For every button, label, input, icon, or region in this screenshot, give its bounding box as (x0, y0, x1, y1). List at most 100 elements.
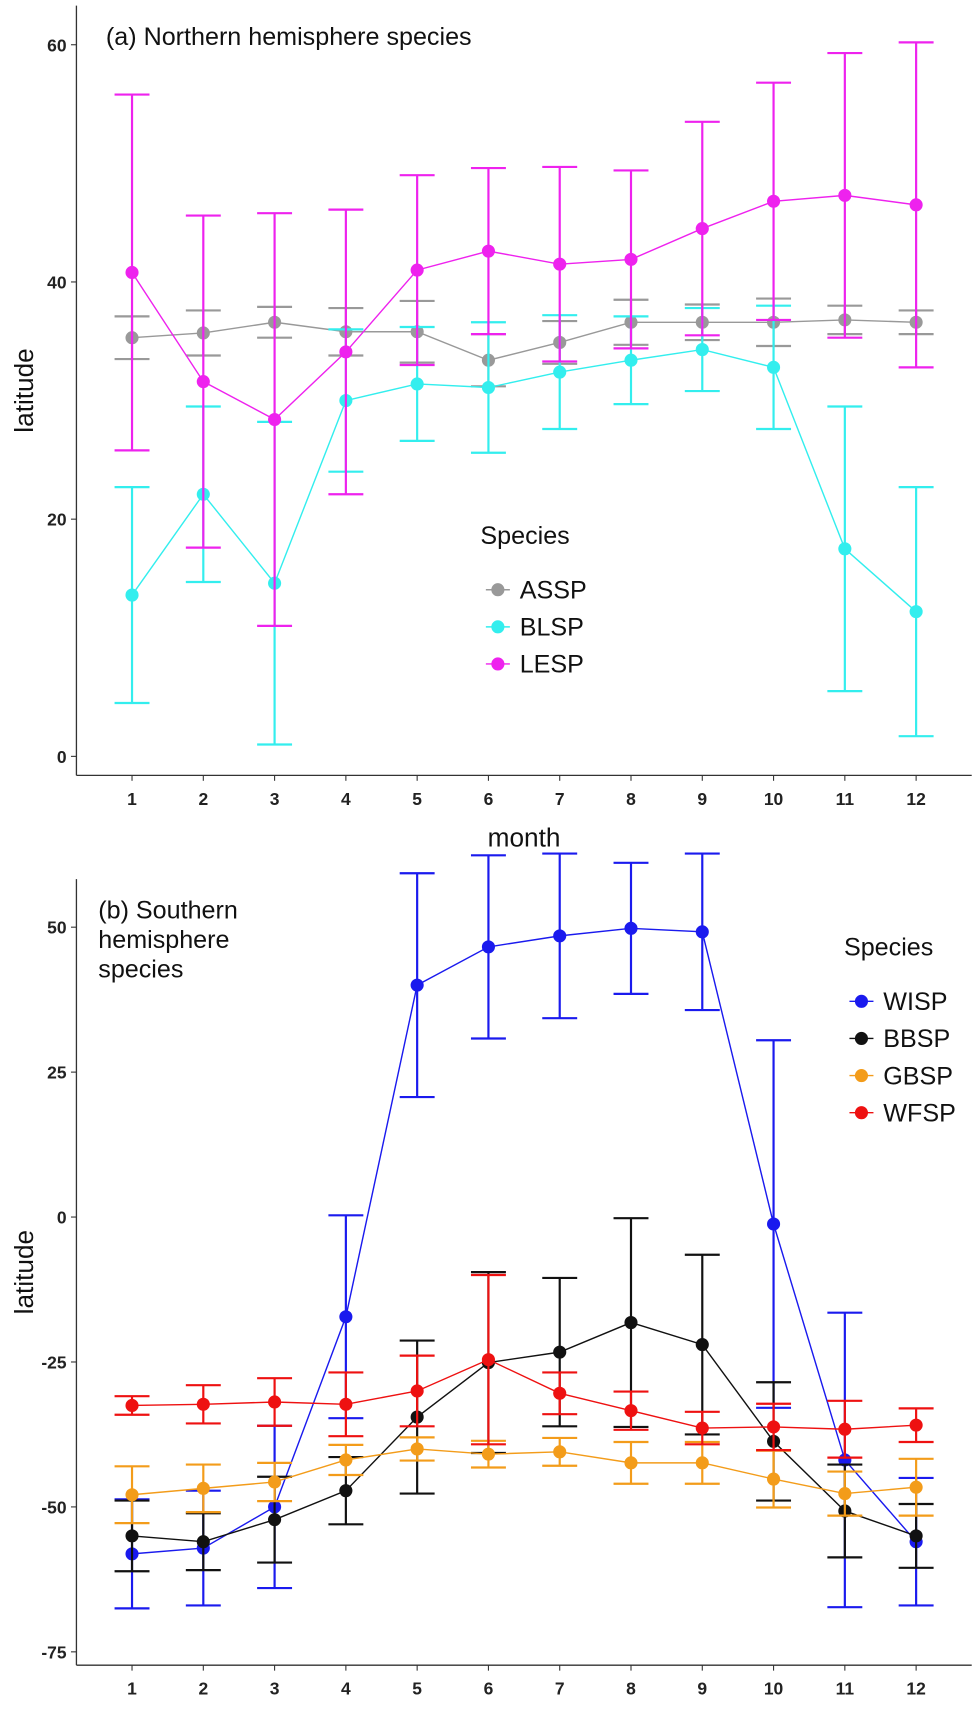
data-point (767, 1472, 781, 1486)
data-point (125, 1488, 139, 1502)
legend-title: Species (844, 933, 933, 961)
legend-label: ASSP (520, 576, 587, 604)
series-line (131, 927, 917, 1555)
data-point (767, 194, 781, 208)
x-tick-label: 11 (836, 789, 855, 809)
series-line (132, 1358, 917, 1430)
x-tick-label: 2 (198, 1679, 208, 1699)
data-point (125, 588, 139, 602)
y-tick-label: 20 (47, 510, 66, 530)
data-point (767, 1217, 781, 1231)
data-point (553, 1345, 567, 1359)
data-point (339, 345, 353, 359)
title-box: (b) Southern hemisphere species (98, 895, 238, 983)
x-axis-title: month (488, 822, 561, 852)
y-tick-label: 60 (47, 35, 66, 55)
x-tick-label: 11 (836, 1679, 855, 1699)
data-point (196, 375, 210, 389)
data-point (196, 1397, 210, 1411)
data-point (268, 1475, 282, 1489)
legend-label: BLSP (520, 614, 584, 642)
data-point (481, 244, 495, 258)
data-point (624, 1316, 638, 1330)
data-point (695, 925, 709, 939)
data-point (909, 1529, 923, 1543)
series-line (131, 1321, 917, 1543)
x-tick-label: 2 (198, 789, 208, 809)
x-tick-label: 7 (555, 789, 565, 809)
x-tick-label: 12 (906, 1679, 925, 1699)
data-point (268, 412, 282, 427)
data-point (624, 1404, 638, 1418)
chart-title: (a) Northern hemisphere species (105, 21, 472, 51)
y-tick-label: 50 (47, 918, 66, 938)
legend-marker (854, 994, 869, 1008)
y-tick-label: -50 (41, 1497, 66, 1517)
data-point (838, 1422, 852, 1436)
data-point (695, 343, 709, 357)
x-tick-label: 10 (764, 789, 783, 809)
data-point (481, 380, 495, 395)
legend-label: WFSP (883, 1099, 956, 1127)
data-point (410, 1384, 424, 1398)
legend-marker (854, 1031, 869, 1046)
x-tick-label: 8 (626, 789, 636, 809)
y-tick-label: -75 (41, 1642, 67, 1662)
data-point (410, 377, 424, 391)
legend-label: GBSP (883, 1062, 953, 1090)
data-point (196, 1535, 210, 1549)
y-tick-label: 40 (47, 273, 66, 293)
x-tick-label: 1 (127, 789, 137, 809)
series-line (131, 348, 917, 613)
data-point (553, 929, 567, 943)
x-tick-label: 1 (127, 1679, 137, 1699)
x-tick-label: 5 (412, 1679, 422, 1699)
data-point (410, 263, 424, 277)
data-point (695, 1338, 709, 1352)
y-tick-label: 25 (47, 1063, 67, 1083)
chart-title: (b) Southern hemisphere species (98, 895, 238, 983)
legend-label: LESP (520, 651, 584, 679)
y-tick-label: 0 (57, 747, 67, 767)
data-point (909, 198, 923, 212)
data-point (339, 1484, 353, 1498)
panel: 50250-25-50-75123456789101112monthlatitu… (9, 852, 972, 1699)
data-point (909, 605, 923, 619)
series-line (131, 1448, 917, 1496)
x-tick-label: 9 (697, 1679, 707, 1699)
data-point (767, 360, 781, 374)
series-line (131, 319, 917, 361)
x-tick-label: 3 (270, 1679, 280, 1699)
x-tick-label: 4 (341, 1679, 351, 1699)
y-tick-label: -25 (41, 1353, 67, 1373)
x-tick-label: 5 (412, 789, 422, 809)
data-point (624, 1456, 638, 1470)
y-axis-title: latitude (9, 348, 39, 432)
data-point (624, 252, 638, 266)
legend-marker (491, 657, 505, 671)
x-tick-label: 8 (626, 1679, 636, 1699)
x-tick-label: 12 (906, 789, 925, 809)
legend-marker (854, 1106, 869, 1120)
data-point (339, 1453, 353, 1467)
data-point (410, 1442, 424, 1456)
legend-marker (854, 1069, 869, 1083)
y-axis-title: latitude (9, 1230, 39, 1314)
series-line (131, 194, 917, 421)
legend-label: BBSP (883, 1025, 950, 1053)
x-tick-label: 7 (555, 1679, 565, 1699)
data-point (553, 1445, 567, 1459)
data-point (909, 1418, 923, 1432)
data-point (624, 353, 638, 367)
data-point (553, 365, 567, 379)
data-point (767, 1420, 781, 1434)
data-point (838, 1487, 852, 1501)
x-tick-label: 4 (341, 789, 351, 809)
data-point (481, 1447, 495, 1461)
y-tick-label: 0 (57, 1208, 67, 1228)
data-point (410, 978, 424, 992)
x-tick-label: 9 (697, 789, 707, 809)
